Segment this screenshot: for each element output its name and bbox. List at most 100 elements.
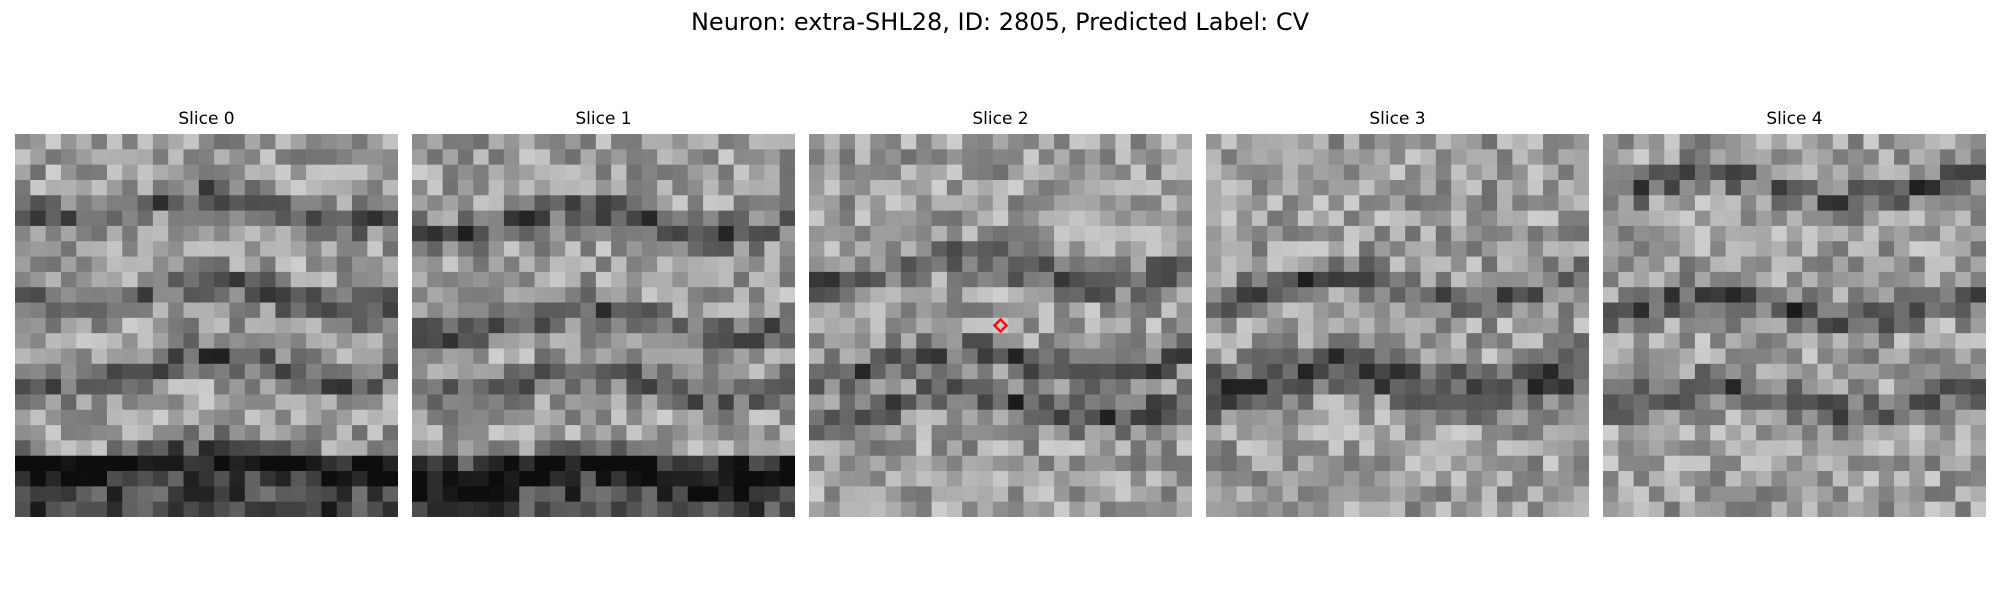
pixel-cell [1297,256,1314,273]
pixel-cell [1297,271,1314,288]
pixel-cell [657,149,674,166]
pixel-cell [1313,425,1330,441]
pixel-cell [1633,455,1650,472]
pixel-cell [1038,379,1055,396]
pixel-cell [382,271,398,288]
pixel-cell [657,501,674,517]
pixel-cell [1648,455,1665,472]
pixel-cell [1328,409,1345,426]
pixel-cell [1100,225,1116,242]
pixel-cell [1115,195,1132,212]
pixel-cell [916,455,933,472]
pixel-cell [1863,348,1880,365]
pixel-cell [977,394,994,411]
pixel-cell [412,302,428,319]
pixel-cell [946,409,963,426]
pixel-cell [1863,225,1880,242]
pixel-cell [824,486,841,503]
pixel-cell [1848,394,1865,411]
pixel-cell [1313,409,1330,426]
pixel-cell [1069,302,1086,319]
pixel-cell [1389,287,1406,304]
pixel-cell [1221,287,1238,304]
pixel-cell [1863,455,1880,472]
pixel-cell [152,348,169,365]
pixel-cell [657,134,674,150]
pixel-cell [1558,379,1575,396]
pixel-cell [1970,409,1986,426]
pixel-cell [1023,134,1040,150]
pixel-cell [1359,164,1376,181]
pixel-cell [457,471,474,487]
pixel-cell [703,287,719,304]
pixel-cell [703,501,719,517]
pixel-cell [1466,256,1483,273]
pixel-cell [1359,256,1376,273]
pixel-cell [198,195,215,212]
pixel-cell [1618,379,1635,396]
pixel-cell [1206,302,1222,319]
pixel-cell [244,317,261,334]
pixel-cell [1970,440,1986,457]
pixel-cell [1817,225,1834,242]
pixel-cell [854,225,871,242]
pixel-cell [977,425,994,441]
pixel-cell [91,348,108,365]
pixel-cell [1527,134,1544,150]
pixel-cell [412,271,428,288]
pixel-cell [137,317,154,334]
pixel-cell [1359,149,1376,166]
pixel-cell [60,363,77,380]
pixel-cell [336,241,353,258]
pixel-cell [1618,179,1635,196]
pixel-cell [779,455,795,472]
pixel-cell [1115,440,1132,457]
pixel-cell [1817,425,1834,441]
pixel-cell [1771,471,1788,487]
pixel-cell [1435,440,1452,457]
pixel-cell [473,501,490,517]
pixel-cell [764,394,781,411]
pixel-cell [352,425,368,441]
pixel-cell [45,134,62,150]
pixel-cell [1497,164,1513,181]
pixel-cell [931,425,948,441]
pixel-cell [1512,164,1529,181]
pixel-cell [1894,149,1910,166]
pixel-cell [931,409,948,426]
pixel-cell [1909,409,1926,426]
pixel-cell [367,195,384,212]
pixel-cell [992,287,1009,304]
pixel-cell [412,149,428,166]
pixel-cell [534,195,551,212]
pixel-cell [1008,210,1025,227]
pixel-cell [1940,394,1956,411]
pixel-cell [626,149,643,166]
pixel-cell [152,317,169,334]
pixel-cell [457,317,474,334]
pixel-cell [1497,379,1513,396]
pixel-cell [1267,409,1284,426]
pixel-cell [1161,486,1178,503]
pixel-cell [1008,271,1025,288]
pixel-cell [1664,179,1681,196]
pixel-cell [1756,425,1773,441]
pixel-cell [1236,134,1253,150]
pixel-cell [168,225,185,242]
pixel-cell [1955,149,1972,166]
pixel-cell [779,486,795,503]
pixel-cell [152,363,169,380]
pixel-cell [106,317,123,334]
pixel-cell [809,501,825,517]
pixel-cell [275,455,292,472]
pixel-cell [595,256,612,273]
pixel-cell [1909,471,1926,487]
pixel-cell [45,379,62,396]
pixel-cell [595,471,612,487]
pixel-cell [290,179,307,196]
pixel-cell [549,379,566,396]
pixel-cell [1512,455,1529,472]
pixel-cell [488,302,505,319]
pixel-cell [45,471,62,487]
pixel-cell [1359,394,1376,411]
